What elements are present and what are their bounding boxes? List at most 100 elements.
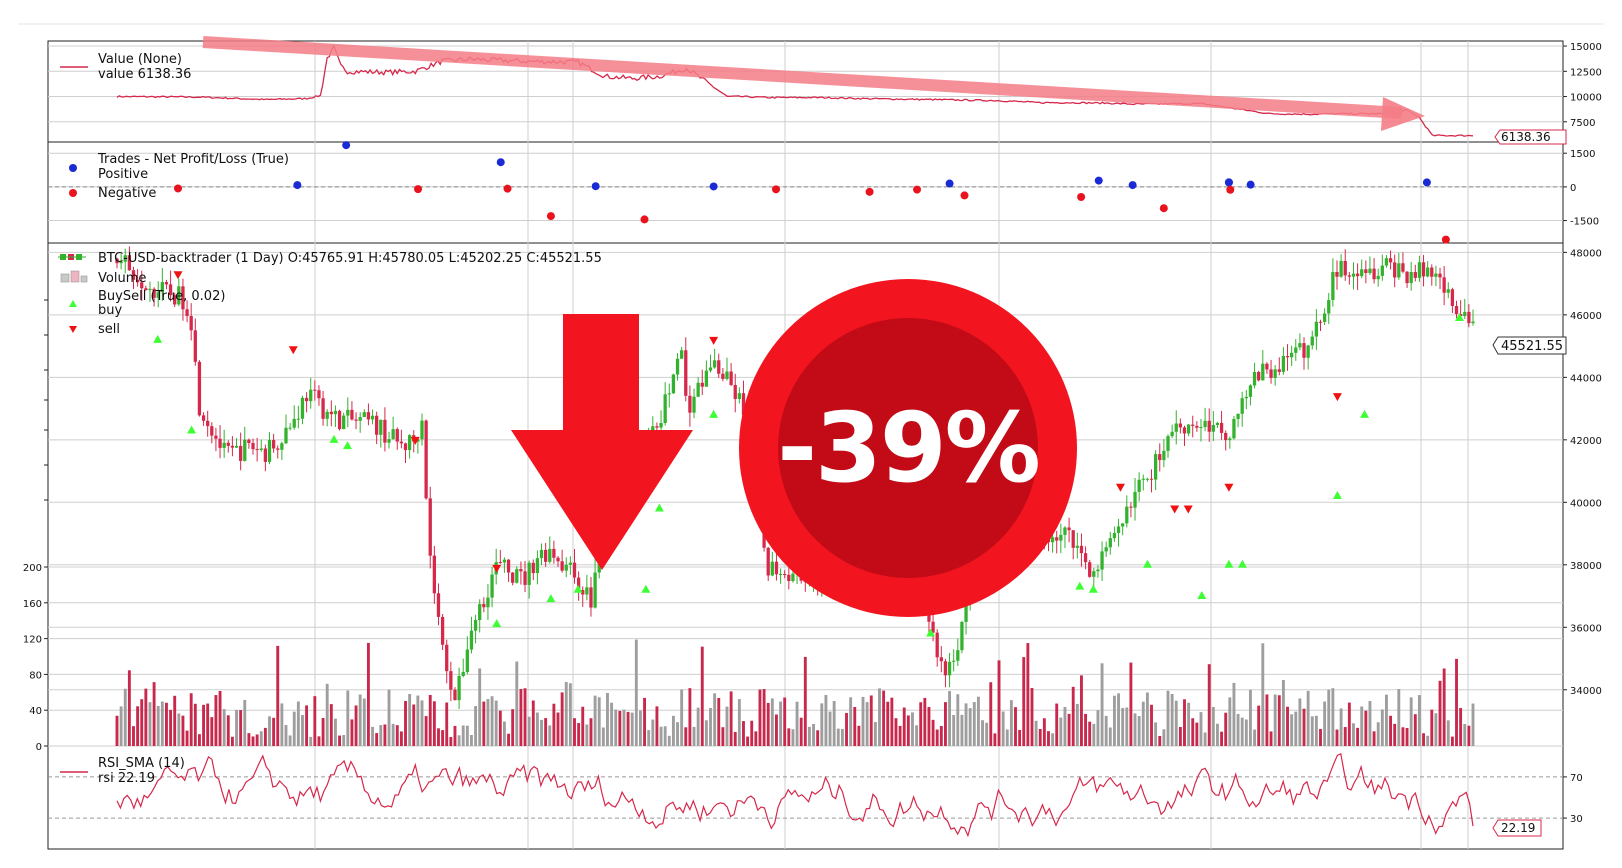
- candle-body: [333, 410, 338, 415]
- candle-body: [1079, 545, 1084, 554]
- buy-legend-label: buy: [98, 303, 122, 318]
- volume-bar: [1080, 675, 1083, 746]
- volume-bar: [919, 702, 923, 746]
- candle-body: [218, 438, 222, 448]
- positive-trade-dot: [1094, 176, 1103, 185]
- trades-legend: Trades - Net Profit/Loss (True) Positive…: [69, 152, 289, 201]
- volume-bar: [568, 683, 572, 746]
- candle-body: [288, 427, 292, 429]
- candle-body: [1471, 321, 1475, 324]
- volume-bar: [1178, 727, 1182, 746]
- volume-bar: [144, 688, 148, 746]
- volume-bar: [1347, 702, 1351, 746]
- candle-body: [1434, 273, 1438, 277]
- volume-bar: [276, 645, 280, 746]
- candle-body: [478, 604, 482, 620]
- volume-bar: [1220, 731, 1224, 746]
- percent-badge: [739, 279, 1077, 617]
- volume-bar: [445, 702, 449, 746]
- volume-bar: [1413, 714, 1417, 746]
- candle-body: [552, 548, 556, 558]
- volume-bar: [671, 715, 675, 746]
- candle-body: [420, 420, 424, 440]
- volume-bar: [1430, 709, 1434, 746]
- volume-bar: [923, 697, 927, 746]
- volume-bar: [1372, 731, 1376, 746]
- volume-bar: [1327, 689, 1331, 746]
- volume-bar: [589, 718, 593, 746]
- candle-body: [684, 350, 688, 396]
- negative-trade-dot: [865, 187, 874, 196]
- rsi-line: [116, 752, 1474, 838]
- candle-body: [1215, 422, 1220, 425]
- candle-body: [783, 573, 787, 575]
- candle-body: [593, 572, 597, 608]
- price-tick-label: 48000: [1570, 248, 1602, 259]
- candle-body: [1186, 424, 1191, 434]
- volume-bar: [272, 717, 276, 746]
- volume-bar: [948, 691, 951, 746]
- candle-body: [1067, 527, 1071, 531]
- volume-bar: [544, 718, 548, 746]
- candle-body: [1050, 537, 1055, 543]
- candle-body: [581, 590, 585, 595]
- candle-body: [1360, 269, 1364, 277]
- candle-body: [1121, 523, 1125, 527]
- volume-bar: [474, 706, 478, 746]
- candle-body: [1100, 551, 1104, 570]
- candle-body: [358, 417, 362, 421]
- volume-bar: [968, 708, 972, 746]
- candle-body: [1384, 258, 1389, 266]
- rsi-tick-label: 30: [1570, 814, 1583, 825]
- volume-bar: [1009, 700, 1013, 746]
- candle-body: [1397, 263, 1401, 278]
- candle-body: [482, 604, 486, 608]
- volume-bar: [1294, 711, 1298, 746]
- candle-body: [564, 564, 568, 571]
- volume-tick-label: 200: [23, 563, 42, 574]
- candle-body: [1417, 262, 1422, 278]
- trades-tick-label: 1500: [1570, 149, 1595, 160]
- candle-body: [1191, 424, 1195, 426]
- volume-bar: [140, 699, 144, 746]
- candle-body: [206, 420, 210, 427]
- volume-bar: [1022, 657, 1026, 746]
- candle-body: [140, 282, 144, 289]
- volume-bar: [1393, 723, 1397, 746]
- volume-bar: [1261, 643, 1265, 746]
- candle-body: [1129, 506, 1133, 508]
- volume-bar: [717, 697, 721, 746]
- candle-body: [1335, 271, 1339, 277]
- negative-trade-dot: [1226, 185, 1235, 194]
- volume-bar: [1306, 690, 1310, 746]
- volume-bar: [1397, 689, 1401, 746]
- buy-marker: [654, 503, 664, 512]
- volume-bar: [515, 661, 519, 746]
- buy-marker: [153, 334, 163, 343]
- candle-body: [1405, 271, 1409, 284]
- candle-body: [498, 562, 502, 564]
- volume-bar: [1319, 728, 1322, 746]
- candle-body: [787, 574, 791, 582]
- positive-legend-label: Positive: [98, 167, 148, 182]
- volume-bar: [119, 706, 123, 746]
- candle-body: [721, 373, 725, 379]
- candle-body: [766, 547, 770, 576]
- volume-bar: [284, 725, 288, 746]
- candle-body: [1108, 538, 1112, 548]
- volume-bar: [202, 704, 205, 746]
- volume-bar: [733, 731, 737, 746]
- volume-bar: [1055, 703, 1059, 746]
- candle-body: [1071, 530, 1075, 548]
- candle-body: [741, 393, 746, 415]
- candle-body: [486, 597, 490, 608]
- volume-bar: [366, 642, 370, 746]
- candle-body: [655, 426, 659, 428]
- buy-marker: [492, 619, 502, 628]
- candle-body: [774, 561, 779, 575]
- negative-legend-label: Negative: [98, 186, 156, 201]
- candle-body: [729, 371, 733, 385]
- sell-marker: [1170, 505, 1180, 514]
- volume-bar: [226, 715, 230, 746]
- volume-bar: [334, 718, 337, 746]
